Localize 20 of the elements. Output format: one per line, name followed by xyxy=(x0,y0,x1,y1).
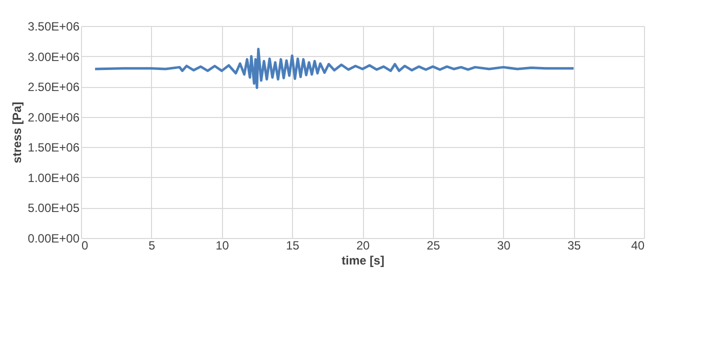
y-axis-title: stress [Pa] xyxy=(10,102,24,164)
x-tick-label: 5 xyxy=(148,238,156,252)
y-tick-label: 1.50E+06 xyxy=(28,140,80,155)
x-tick-label: 15 xyxy=(286,238,300,252)
y-tick-label: 3.00E+06 xyxy=(28,50,80,64)
x-tick-label: 40 xyxy=(631,238,645,252)
y-tick-label: 1.00E+06 xyxy=(28,170,80,185)
x-tick-label: 25 xyxy=(426,238,440,252)
line-series xyxy=(94,48,575,90)
x-axis-title: time [s] xyxy=(342,254,384,268)
x-tick-label: 30 xyxy=(497,238,511,252)
x-tick-label: 0 xyxy=(82,238,88,252)
y-tick-label: 0.00E+00 xyxy=(28,232,80,246)
x-tick-label: 10 xyxy=(216,238,230,252)
y-tick-label: 2.00E+06 xyxy=(28,110,80,124)
y-tick-label: 5.00E+05 xyxy=(28,201,80,216)
y-tick-label: 2.50E+06 xyxy=(28,80,80,94)
x-tick-label: 20 xyxy=(356,238,370,252)
x-tick-label: 35 xyxy=(567,238,582,252)
y-tick-label: 3.50E+06 xyxy=(28,20,80,34)
